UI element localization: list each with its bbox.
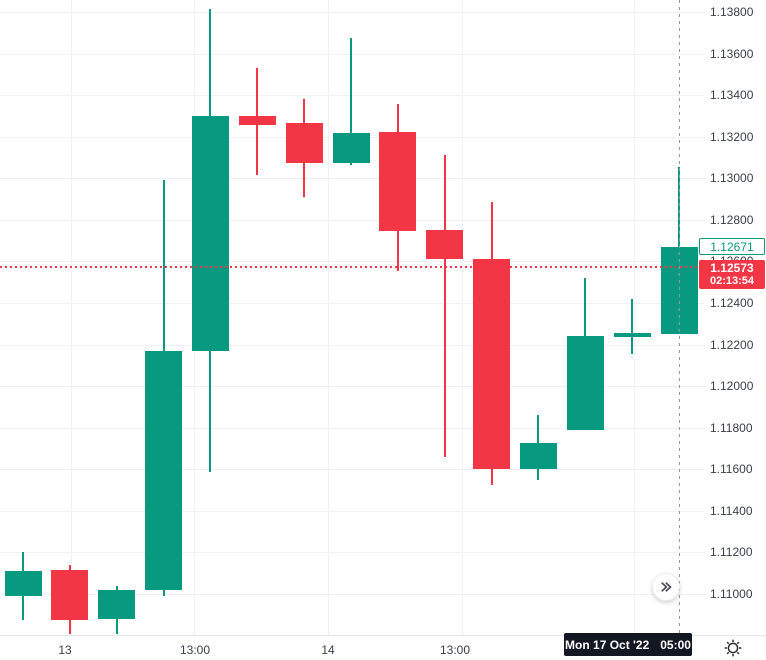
- crosshair-time-badge: Mon 17 Oct '22 05:00: [564, 633, 692, 656]
- horizontal-gridline: [0, 428, 705, 429]
- countdown-price-value: 1.12573: [710, 260, 754, 275]
- time-axis-label: 14: [321, 643, 335, 657]
- horizontal-gridline: [0, 178, 705, 179]
- candle-wick: [631, 298, 634, 354]
- price-axis-label: 1.11800: [710, 421, 753, 435]
- price-axis-label: 1.13200: [710, 130, 754, 144]
- vertical-gridline: [71, 0, 72, 635]
- candle-body: [98, 589, 136, 619]
- candle-wick: [350, 38, 353, 165]
- gear-icon: [724, 639, 742, 657]
- candle-body: [332, 132, 370, 163]
- candle-wick: [443, 155, 446, 457]
- candle-body: [191, 115, 229, 351]
- scroll-to-realtime-button[interactable]: [652, 573, 680, 601]
- candle-body: [51, 570, 89, 621]
- price-axis-label: 1.11000: [710, 587, 753, 601]
- price-axis-label: 1.13800: [710, 5, 754, 19]
- time-axis-label: 13:00: [439, 643, 471, 657]
- time-axis-label: 13:00: [179, 643, 211, 657]
- candle-body: [473, 259, 511, 470]
- countdown-price-badge: 1.12573 02:13:54: [699, 260, 765, 289]
- double-chevron-right-icon: [657, 578, 675, 596]
- horizontal-gridline: [0, 220, 705, 221]
- price-axis-label: 1.12200: [710, 338, 754, 352]
- candle-body: [566, 336, 604, 430]
- horizontal-gridline: [0, 12, 705, 13]
- price-axis-label: 1.13400: [710, 88, 754, 102]
- vertical-gridline: [634, 0, 635, 635]
- price-axis-label: 1.12400: [710, 296, 754, 310]
- time-axis-label: 13: [58, 643, 72, 657]
- horizontal-gridline: [0, 303, 705, 304]
- candle-body: [145, 350, 183, 590]
- candle-body: [379, 131, 417, 232]
- horizontal-gridline: [0, 54, 705, 55]
- price-axis-label: 1.11600: [710, 462, 753, 476]
- horizontal-gridline: [0, 552, 705, 553]
- candle-body: [613, 333, 651, 338]
- horizontal-gridline: [0, 345, 705, 346]
- price-axis-label: 1.12000: [710, 379, 754, 393]
- crosshair-vertical-line: [679, 0, 680, 633]
- price-dotted-line: [0, 266, 705, 268]
- candle-body: [426, 230, 464, 260]
- horizontal-gridline: [0, 594, 705, 595]
- candle-body: [4, 571, 42, 597]
- horizontal-gridline: [0, 469, 705, 470]
- last-price-badge: 1.12671: [699, 238, 765, 255]
- vertical-gridline: [462, 0, 463, 635]
- price-axis-label: 1.11200: [710, 545, 753, 559]
- horizontal-gridline: [0, 261, 705, 262]
- price-axis-label: 1.13000: [710, 171, 754, 185]
- candle-body: [238, 115, 276, 126]
- candle-body: [285, 123, 323, 163]
- bar-countdown-timer: 02:13:54: [709, 274, 755, 287]
- plot-area[interactable]: [0, 0, 705, 635]
- horizontal-gridline: [0, 95, 705, 96]
- vertical-gridline: [328, 0, 329, 635]
- price-axis[interactable]: 1.13800 1.13600 1.13400 1.13200 1.13000 1.128…: [700, 0, 766, 635]
- crosshair-time: 05:00: [660, 637, 691, 652]
- candle-body: [519, 443, 557, 470]
- price-axis-label: 1.12800: [710, 213, 754, 227]
- last-price-value: 1.12671: [710, 239, 754, 254]
- horizontal-gridline: [0, 511, 705, 512]
- price-axis-label: 1.11400: [710, 504, 753, 518]
- chart-settings-button[interactable]: [723, 638, 743, 658]
- horizontal-gridline: [0, 386, 705, 387]
- crosshair-date: Mon 17 Oct '22: [565, 637, 650, 652]
- price-axis-label: 1.13600: [710, 47, 754, 61]
